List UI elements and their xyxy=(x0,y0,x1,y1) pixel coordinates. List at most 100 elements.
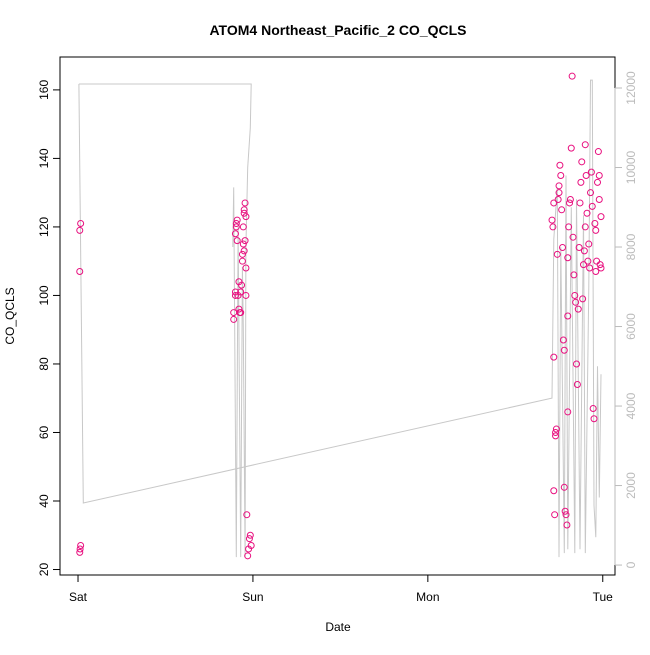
point xyxy=(555,182,563,190)
point xyxy=(566,196,574,204)
point xyxy=(548,216,556,224)
y-tick-label: 100 xyxy=(37,285,51,305)
point xyxy=(569,233,577,241)
point xyxy=(76,548,84,556)
y-tick-label: 60 xyxy=(37,425,51,439)
point xyxy=(570,271,578,279)
point xyxy=(592,267,600,275)
point xyxy=(77,220,85,227)
point xyxy=(579,295,587,303)
y-tick-label: 140 xyxy=(37,148,51,168)
x-tick-label: Sat xyxy=(69,590,88,604)
point xyxy=(566,199,574,207)
point xyxy=(568,72,576,80)
point xyxy=(557,172,565,180)
altitude-line xyxy=(78,79,602,558)
point xyxy=(591,220,599,227)
point xyxy=(565,223,573,231)
point xyxy=(231,291,239,299)
point xyxy=(564,312,572,320)
point xyxy=(567,144,575,152)
point xyxy=(233,237,241,245)
point xyxy=(233,216,241,224)
point xyxy=(550,199,558,207)
point xyxy=(242,291,250,299)
y2-tick-label: 12000 xyxy=(624,71,638,105)
point xyxy=(238,257,246,265)
point xyxy=(561,507,569,515)
x-tick-label: Tue xyxy=(593,590,614,604)
y2-tick-label: 2000 xyxy=(624,472,638,499)
point xyxy=(230,315,238,323)
point xyxy=(584,257,592,265)
point xyxy=(583,209,591,217)
point xyxy=(76,226,84,234)
point xyxy=(242,213,250,221)
point xyxy=(594,148,602,156)
point xyxy=(77,542,85,550)
y-tick-label: 120 xyxy=(37,217,51,237)
point xyxy=(232,220,240,227)
point xyxy=(238,281,246,289)
point xyxy=(581,141,589,149)
point xyxy=(240,206,248,214)
point xyxy=(559,336,567,344)
point xyxy=(560,346,568,354)
point xyxy=(590,415,598,423)
point xyxy=(231,230,239,238)
point xyxy=(239,223,247,231)
point xyxy=(597,264,605,272)
point xyxy=(587,168,595,176)
point xyxy=(578,158,586,166)
point xyxy=(563,521,571,529)
point xyxy=(240,247,248,255)
point xyxy=(559,243,567,251)
y-tick-label: 20 xyxy=(37,563,51,577)
y2-tick-label: 6000 xyxy=(624,313,638,340)
point xyxy=(240,209,248,217)
point xyxy=(575,243,583,251)
point xyxy=(595,172,603,180)
point xyxy=(576,199,584,207)
point xyxy=(585,240,593,248)
point xyxy=(552,432,560,440)
point xyxy=(552,425,560,433)
point xyxy=(551,511,559,519)
point xyxy=(589,405,597,412)
point xyxy=(247,542,255,550)
point xyxy=(237,309,245,317)
point xyxy=(232,223,240,231)
point xyxy=(562,511,570,519)
point xyxy=(550,353,558,361)
point xyxy=(594,178,602,186)
point xyxy=(588,202,596,210)
point xyxy=(581,223,589,231)
point xyxy=(577,178,585,186)
point xyxy=(573,381,581,389)
point xyxy=(549,223,557,231)
point xyxy=(245,535,253,543)
point xyxy=(596,261,604,269)
point xyxy=(574,305,582,313)
point xyxy=(560,483,568,491)
point xyxy=(235,305,243,313)
point xyxy=(552,428,560,436)
point xyxy=(239,240,247,248)
point xyxy=(556,161,564,169)
point xyxy=(582,172,590,180)
point xyxy=(242,264,250,272)
point xyxy=(572,298,580,306)
y2-tick-label: 0 xyxy=(624,561,638,568)
point xyxy=(564,408,572,416)
point xyxy=(564,254,572,262)
point xyxy=(592,226,600,234)
point xyxy=(587,189,595,197)
y2-tick-label: 10000 xyxy=(624,151,638,185)
point xyxy=(76,545,84,553)
y-tick-label: 40 xyxy=(37,494,51,508)
point xyxy=(241,199,249,207)
point xyxy=(586,264,594,272)
